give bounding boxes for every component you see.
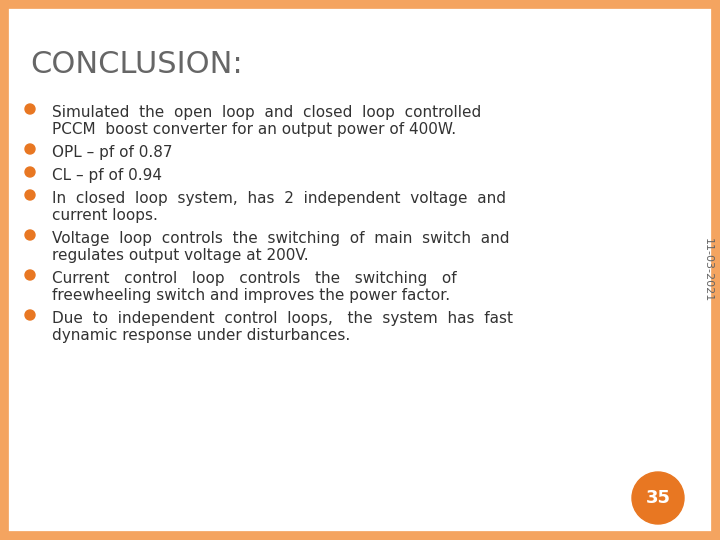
Text: Simulated  the  open  loop  and  closed  loop  controlled: Simulated the open loop and closed loop … (52, 105, 481, 120)
Text: CONCLUSION:: CONCLUSION: (30, 50, 243, 79)
Text: dynamic response under disturbances.: dynamic response under disturbances. (52, 328, 350, 343)
Text: current loops.: current loops. (52, 208, 158, 223)
Circle shape (25, 310, 35, 320)
Circle shape (25, 144, 35, 154)
Text: Due  to  independent  control  loops,   the  system  has  fast: Due to independent control loops, the sy… (52, 311, 513, 326)
Text: freewheeling switch and improves the power factor.: freewheeling switch and improves the pow… (52, 288, 450, 303)
Text: regulates output voltage at 200V.: regulates output voltage at 200V. (52, 248, 309, 263)
Text: PCCM  boost converter for an output power of 400W.: PCCM boost converter for an output power… (52, 122, 456, 137)
Text: 11-03-2021: 11-03-2021 (703, 238, 713, 302)
Text: CL – pf of 0.94: CL – pf of 0.94 (52, 168, 162, 183)
Text: Current   control   loop   controls   the   switching   of: Current control loop controls the switch… (52, 271, 456, 286)
Circle shape (25, 104, 35, 114)
Text: Voltage  loop  controls  the  switching  of  main  switch  and: Voltage loop controls the switching of m… (52, 231, 510, 246)
Text: In  closed  loop  system,  has  2  independent  voltage  and: In closed loop system, has 2 independent… (52, 191, 506, 206)
Circle shape (25, 270, 35, 280)
Circle shape (25, 230, 35, 240)
Text: 35: 35 (646, 489, 670, 507)
Text: OPL – pf of 0.87: OPL – pf of 0.87 (52, 145, 173, 160)
Circle shape (632, 472, 684, 524)
Circle shape (25, 167, 35, 177)
Circle shape (25, 190, 35, 200)
